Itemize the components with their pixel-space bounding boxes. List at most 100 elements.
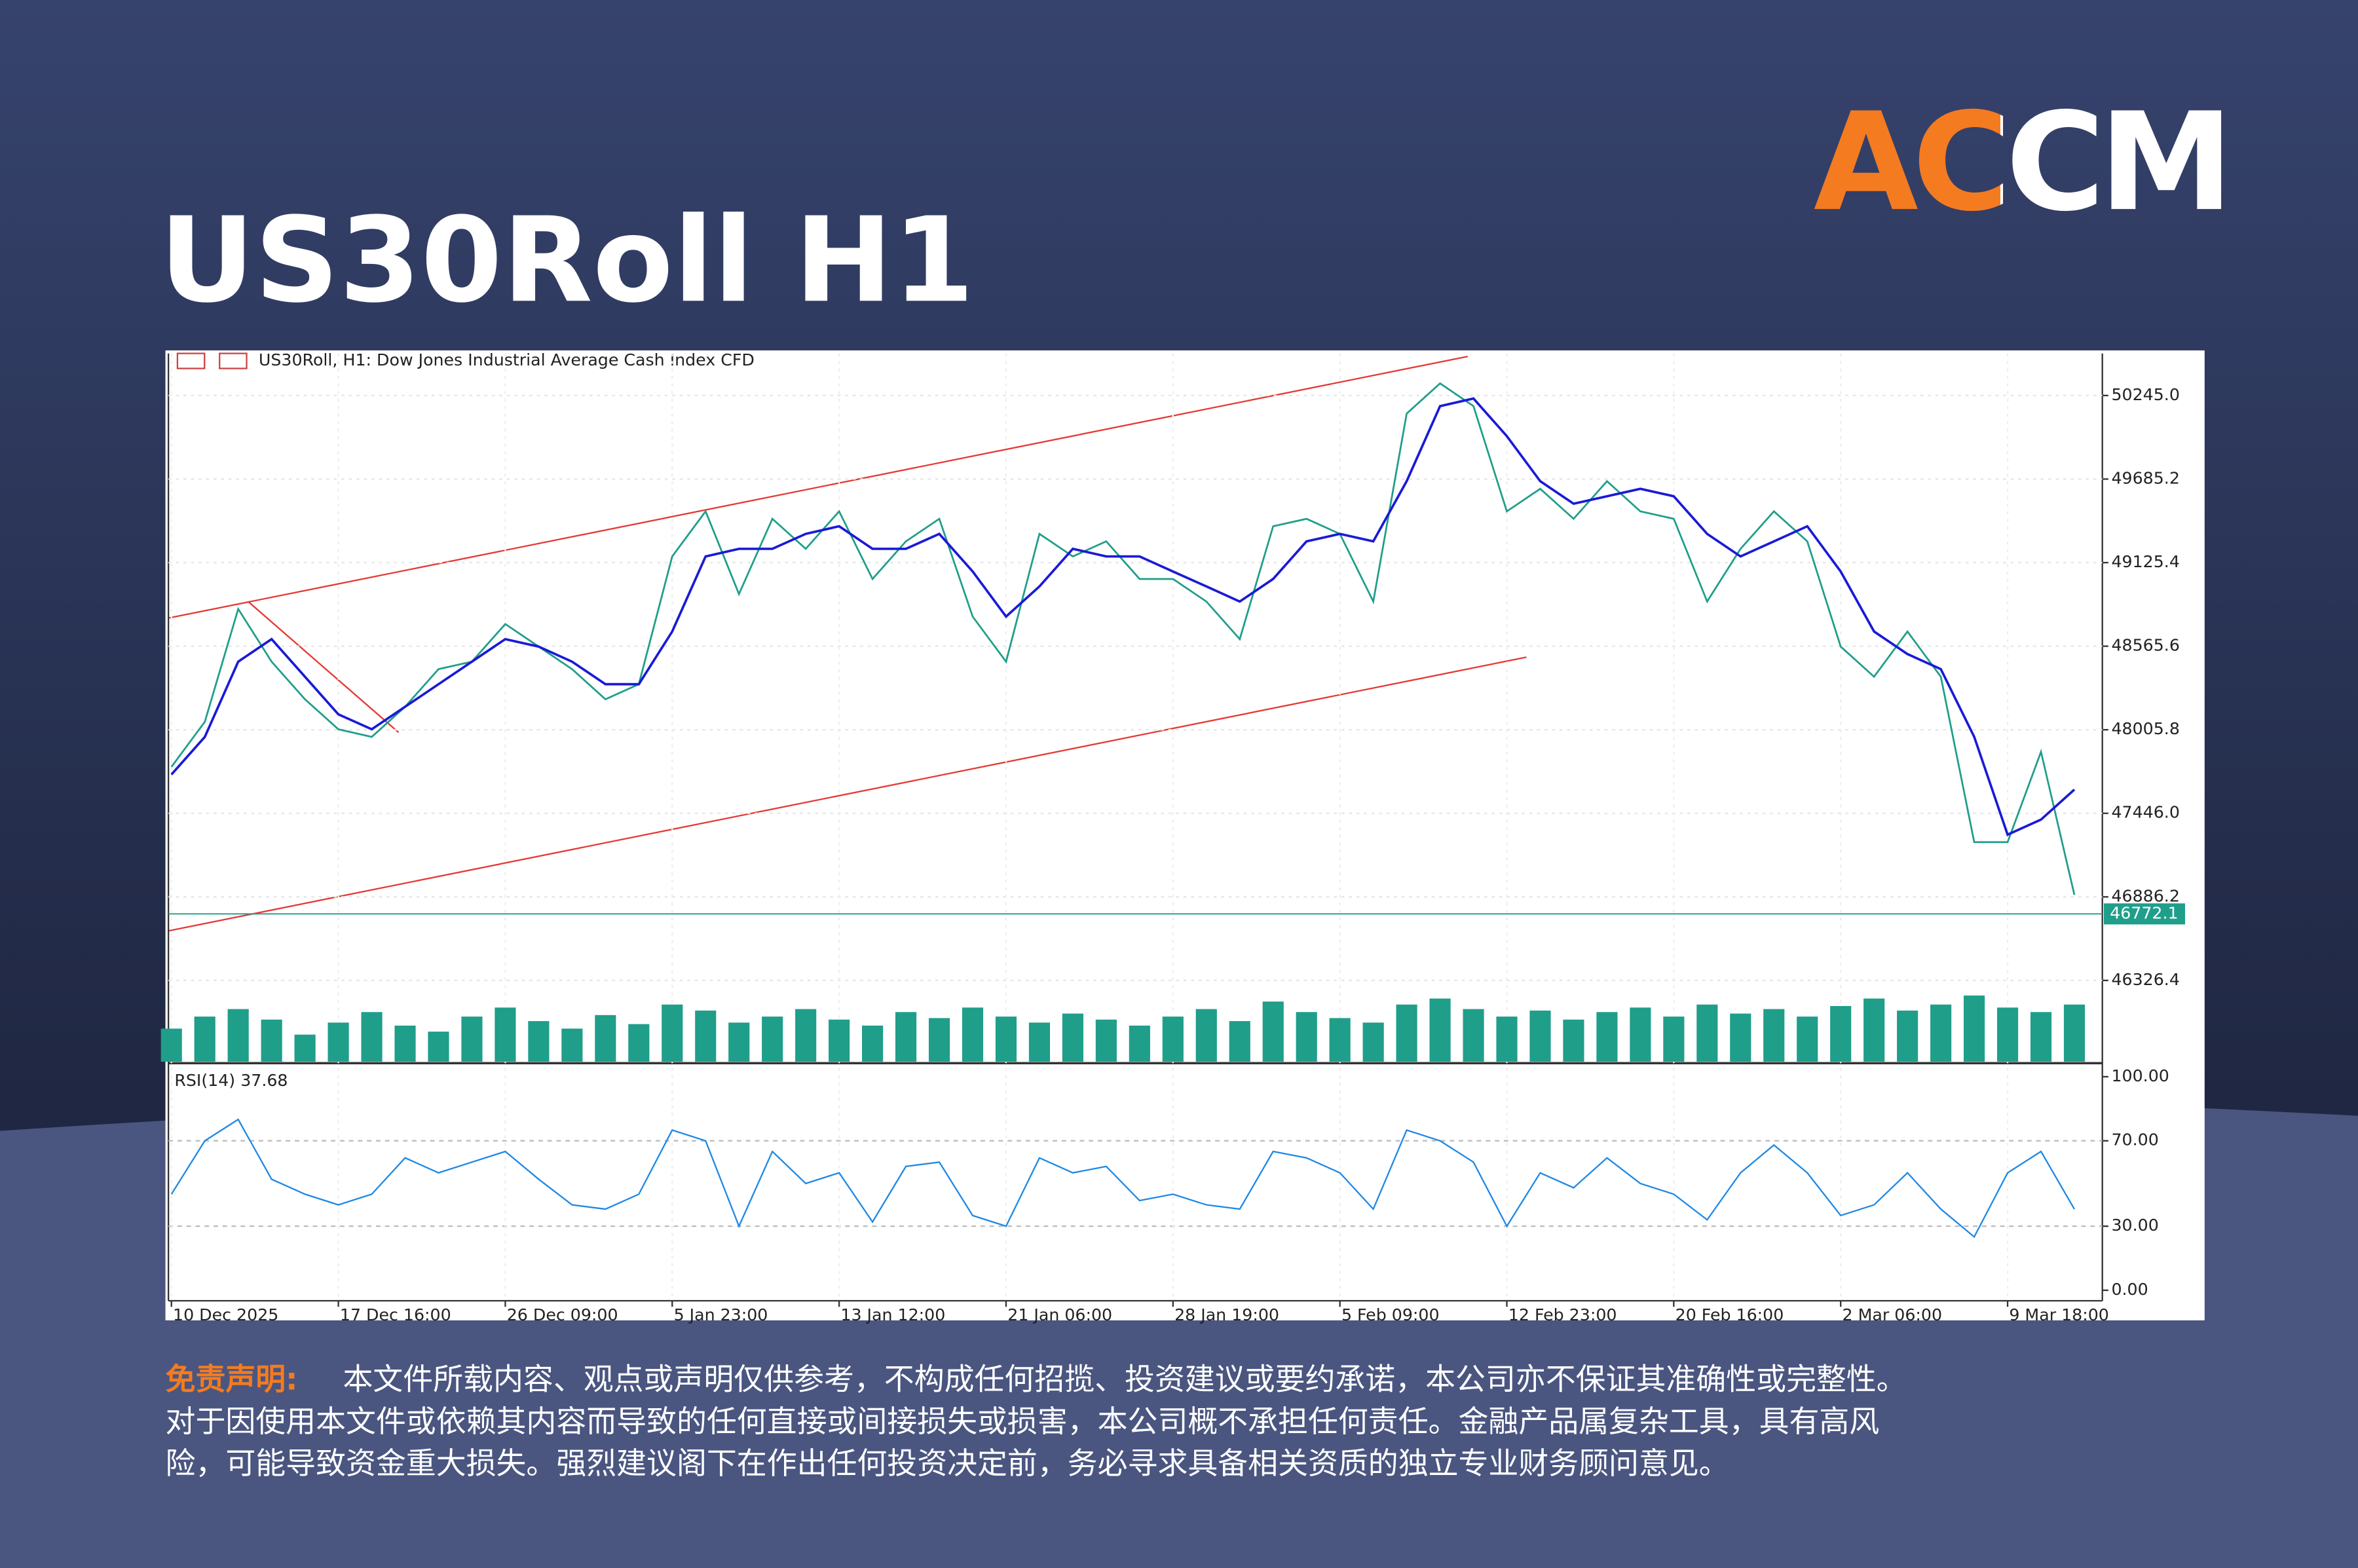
volume-bar — [662, 1004, 683, 1062]
volume-bar — [728, 1022, 750, 1062]
y-tick-label: 0.00 — [2111, 1280, 2148, 1299]
volume-bar — [1630, 1007, 1651, 1062]
volume-bar — [1563, 1019, 1584, 1062]
volume-bar — [1897, 1010, 1918, 1062]
last-price-box — [2103, 903, 2185, 925]
volume-bar — [1763, 1009, 1785, 1062]
rsi-line — [170, 1118, 2075, 1239]
disclaimer-line: 本文件所载内容、观点或声明仅供参考，不构成任何招揽、投资建议或要约承诺，本公司亦… — [343, 1361, 1906, 1396]
volume-bar — [628, 1024, 650, 1062]
volume-bar — [695, 1010, 717, 1062]
volume-bar — [1797, 1017, 1818, 1062]
volume-bar — [261, 1019, 282, 1062]
y-tick-label: 47446.0 — [2111, 803, 2179, 822]
x-tick-label: 21 Jan 06:00 — [1007, 1305, 1112, 1324]
volume-bar — [895, 1012, 917, 1062]
volume-bar — [1596, 1012, 1618, 1062]
volume-bar — [829, 1019, 850, 1062]
volume-bar — [962, 1007, 984, 1062]
icon — [176, 352, 206, 369]
volume-bar — [1262, 1001, 1284, 1062]
x-tick-label: 28 Jan 19:00 — [1174, 1305, 1279, 1324]
volume-bar — [1930, 1004, 1952, 1062]
volume-bar — [495, 1007, 516, 1062]
logo: ACCM — [1814, 83, 2228, 241]
volume-bar — [1696, 1004, 1718, 1062]
volume-bar — [1964, 995, 1985, 1062]
moving-average — [170, 397, 2076, 836]
y-tick-label: 46326.4 — [2111, 970, 2179, 989]
volume-bar — [1863, 998, 1885, 1062]
volume-bar — [1730, 1013, 1751, 1062]
volume-bar — [1396, 1004, 1417, 1062]
volume-bar — [1229, 1020, 1250, 1062]
volume-bar — [762, 1017, 783, 1062]
volume-bar — [461, 1017, 483, 1062]
x-tick-label: 12 Feb 23:00 — [1508, 1305, 1617, 1324]
disclaimer-line: 险，可能导致资金重大损失。强烈建议阁下在作出任何投资决定前，务必寻求具备相关资质… — [166, 1446, 1729, 1481]
trend-line — [168, 356, 1469, 619]
y-tick-label: 49125.4 — [2111, 552, 2179, 571]
volume-bar — [2063, 1004, 2086, 1062]
chart-panel — [165, 350, 2205, 1320]
volume-bar — [194, 1017, 215, 1062]
volume-bar — [1496, 1017, 1518, 1062]
x-tick-label: 2 Mar 06:00 — [1843, 1305, 1943, 1324]
trend-line — [248, 601, 400, 734]
y-tick-label: 30.00 — [2111, 1216, 2158, 1235]
x-tick-label: 5 Jan 23:00 — [674, 1305, 768, 1324]
volume-bar — [1296, 1012, 1317, 1062]
icon — [219, 352, 248, 369]
volume-bar — [1529, 1010, 1551, 1062]
volume-bar — [1162, 1017, 1184, 1062]
volume-bar — [1830, 1006, 1852, 1062]
x-tick-label: 26 Dec 09:00 — [507, 1305, 618, 1324]
volume-bar — [160, 1028, 182, 1062]
volume-bar — [1463, 1009, 1484, 1062]
y-tick-label: 49685.2 — [2111, 468, 2179, 487]
volume-bar — [361, 1012, 383, 1062]
x-tick-label: 20 Feb 16:00 — [1675, 1305, 1784, 1324]
volume-bar — [428, 1032, 449, 1062]
y-tick-label: 48565.6 — [2111, 636, 2179, 655]
volume-bar — [1129, 1025, 1150, 1062]
x-tick-label: 9 Mar 18:00 — [2009, 1305, 2109, 1324]
volume-bar — [328, 1022, 349, 1062]
volume-bar — [595, 1015, 616, 1062]
volume-bar — [294, 1034, 316, 1062]
volume-bar — [1195, 1009, 1217, 1062]
volume-bar — [928, 1018, 950, 1062]
volume-bar — [1663, 1017, 1685, 1062]
disclaimer-line: 对于因使用本文件或依赖其内容而导致的任何直接或间接损失或损害，本公司概不承担任何… — [166, 1404, 1880, 1439]
disclaimer-label: 免责声明: — [166, 1361, 298, 1396]
volume-bar — [2030, 1012, 2052, 1062]
volume-bar — [227, 1009, 249, 1062]
volume-bar — [1095, 1019, 1117, 1062]
x-tick-label: 10 Dec 2025 — [173, 1305, 278, 1324]
volume-bar — [1062, 1013, 1083, 1062]
x-tick-label: 17 Dec 16:00 — [340, 1305, 451, 1324]
volume-bar — [1028, 1022, 1051, 1062]
volume-bar — [1329, 1018, 1351, 1062]
last-price-label: 46772.1 — [2110, 903, 2178, 922]
volume-bar — [862, 1025, 884, 1062]
volume-bar — [561, 1028, 583, 1062]
y-tick-label: 100.00 — [2111, 1066, 2169, 1085]
y-tick-label: 50245.0 — [2111, 385, 2179, 404]
volume-bar — [528, 1020, 550, 1062]
volume-bar — [995, 1017, 1017, 1062]
volume-bar — [1429, 998, 1451, 1062]
volume-bar — [795, 1009, 817, 1062]
price-line — [170, 382, 2076, 895]
page-title: US30Roll H1 — [159, 193, 974, 329]
y-tick-label: 46886.2 — [2111, 886, 2179, 905]
volume-bar — [1362, 1022, 1384, 1062]
volume-bar — [394, 1025, 416, 1062]
volume-bar — [1996, 1007, 2019, 1062]
y-tick-label: 70.00 — [2111, 1130, 2158, 1149]
rsi-label: RSI(14) 37.68 — [174, 1071, 288, 1090]
y-tick-label: 48005.8 — [2111, 719, 2179, 738]
trend-line — [168, 656, 1527, 932]
x-tick-label: 13 Jan 12:00 — [840, 1305, 945, 1324]
